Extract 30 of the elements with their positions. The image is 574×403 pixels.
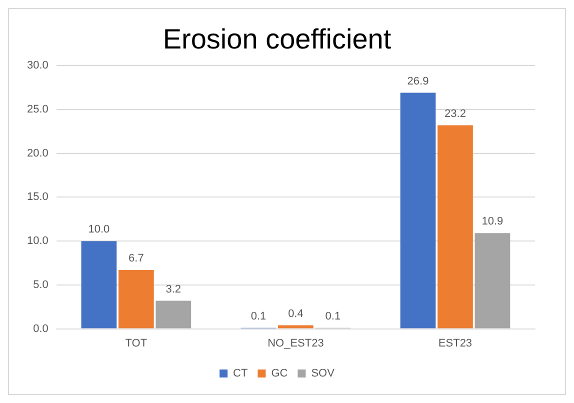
bar (438, 125, 473, 328)
data-label: 10.0 (88, 224, 110, 236)
legend-label: CT (233, 368, 248, 380)
x-tick-label: NO_EST23 (268, 337, 324, 350)
bar (156, 300, 192, 328)
data-label: 0.1 (325, 310, 341, 322)
bar (118, 270, 154, 328)
y-tick-label: 10.0 (26, 235, 48, 248)
y-tick-label: 5.0 (33, 278, 48, 291)
legend-label: SOV (311, 368, 336, 380)
y-tick-label: 20.0 (26, 147, 48, 160)
x-tick-label: EST23 (438, 337, 472, 350)
bar (400, 92, 436, 328)
chart-title: Erosion coefficient (162, 24, 392, 55)
data-label: 23.2 (444, 108, 466, 120)
y-tick-label: 25.0 (26, 104, 48, 116)
x-tick-label: TOT (125, 337, 148, 350)
data-label: 10.9 (482, 216, 504, 228)
y-tick-label: 15.0 (26, 191, 48, 204)
data-label: 3.2 (166, 283, 182, 296)
y-tick-label: 30.0 (26, 60, 48, 72)
y-tick-label: 0.0 (33, 322, 48, 335)
data-label: 26.9 (407, 75, 429, 88)
data-label: 0.4 (288, 308, 304, 320)
bar (474, 233, 510, 328)
data-label: 0.1 (250, 310, 266, 322)
legend-label: GC (271, 368, 288, 380)
data-label: 6.7 (128, 252, 144, 265)
bar (278, 325, 314, 328)
bar (81, 241, 117, 328)
